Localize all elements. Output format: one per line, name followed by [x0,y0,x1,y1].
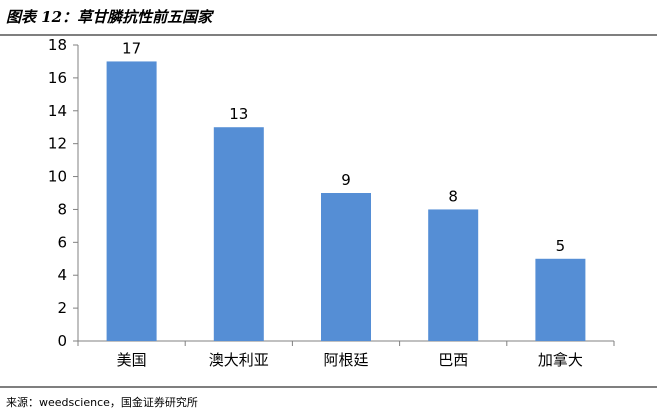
y-tick-label: 16 [48,69,67,87]
y-axis: 0 2 4 6 8 10 12 14 16 18 [48,36,79,350]
x-category-label: 美国 [117,351,147,369]
x-category-label: 加拿大 [538,351,583,369]
bar [106,61,157,341]
data-labels: 17 13 9 8 5 [122,39,565,254]
x-category-label: 阿根廷 [323,351,368,369]
x-category-label: 巴西 [438,351,468,369]
bar [535,258,586,341]
bar-series [106,61,586,341]
bar-chart: 0 2 4 6 8 10 12 14 16 18 美国 澳大利亚 阿根廷 巴西 加拿大 17 13 9 8 5 [48,36,615,369]
footer-divider [0,386,657,388]
bar-value-label: 8 [448,187,458,205]
bar-value-label: 9 [341,171,351,189]
y-tick-label: 12 [48,135,67,153]
figure-title: 图表 12：草甘膦抗性前五国家 [6,8,213,26]
bar [428,209,479,341]
y-tick-label: 10 [48,168,67,186]
bar-value-label: 17 [122,39,141,57]
y-tick-label: 14 [48,102,67,120]
bar-value-label: 13 [229,105,248,123]
bar-value-label: 5 [556,237,566,255]
x-axis: 美国 澳大利亚 阿根廷 巴西 加拿大 [77,340,615,369]
bar [213,127,264,341]
y-tick-label: 18 [48,36,67,54]
y-tick-label: 8 [57,200,67,218]
bar [321,193,371,341]
title-divider [0,34,657,36]
y-tick-label: 2 [57,299,67,317]
y-tick-label: 6 [57,233,67,251]
source-note: 来源：weedscience，国金证券研究所 [6,396,198,409]
y-tick-label: 0 [57,332,67,350]
y-tick-label: 4 [57,266,67,284]
x-category-label: 澳大利亚 [209,351,269,369]
